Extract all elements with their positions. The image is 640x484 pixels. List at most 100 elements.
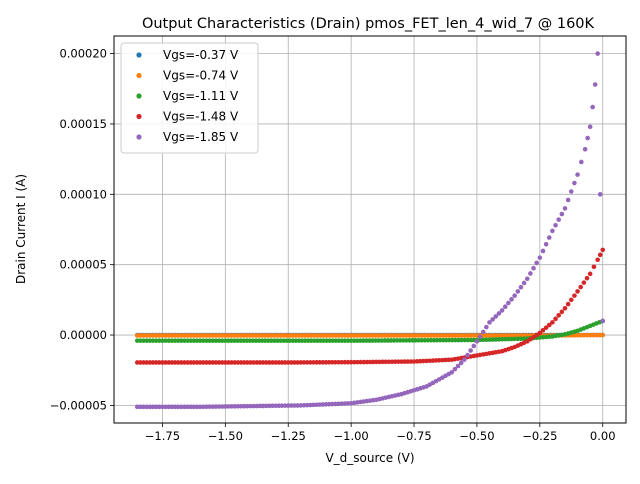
x-axis-label: V_d_source (V) [325, 451, 414, 465]
data-point [512, 293, 517, 298]
data-point [182, 360, 187, 365]
data-point [175, 404, 181, 410]
data-point [484, 324, 489, 330]
data-point [138, 360, 143, 365]
plot-frame [113, 35, 627, 424]
data-point [565, 197, 571, 203]
data-point [185, 360, 190, 365]
data-point [179, 338, 184, 343]
data-point [175, 360, 181, 365]
data-point [521, 333, 527, 338]
data-point [201, 333, 206, 338]
data-point [568, 189, 574, 194]
data-point [565, 301, 571, 307]
data-point [163, 333, 168, 338]
data-point [169, 338, 175, 343]
data-point [578, 284, 584, 290]
y-tick-label: 0.00020 [59, 47, 107, 61]
data-point [499, 333, 505, 338]
data-point [207, 333, 212, 338]
series-5 [134, 51, 606, 410]
data-point [524, 276, 530, 282]
data-point [226, 360, 231, 365]
data-point [150, 360, 156, 365]
data-point [455, 363, 461, 369]
data-point [235, 360, 241, 365]
x-tick-label: −0.75 [396, 429, 431, 443]
data-point [543, 325, 549, 330]
data-point [229, 360, 234, 365]
data-point [550, 228, 555, 234]
data-point [213, 360, 219, 365]
data-point [575, 289, 580, 294]
data-point [595, 257, 600, 263]
data-point [515, 333, 521, 338]
data-point [188, 338, 194, 343]
data-point [138, 333, 143, 338]
data-point [487, 320, 492, 325]
data-point [147, 333, 153, 338]
data-point [213, 333, 219, 338]
data-point [502, 304, 508, 310]
data-point [172, 404, 178, 410]
data-point [496, 311, 502, 316]
data-point [197, 333, 203, 338]
data-point [188, 333, 194, 338]
data-point [169, 360, 175, 365]
data-point [141, 333, 146, 338]
data-point [449, 370, 455, 375]
data-point [150, 338, 156, 343]
data-point [156, 360, 162, 365]
data-point [559, 211, 565, 217]
data-point [597, 192, 603, 197]
data-point [188, 360, 194, 365]
data-point [534, 260, 539, 266]
data-point [496, 333, 502, 338]
data-point [147, 360, 153, 365]
x-tick-label: −1.25 [271, 429, 306, 443]
chart-title: Output Characteristics (Drain) pmos_FET_… [142, 16, 595, 32]
data-point [204, 333, 209, 338]
x-tick-label: −1.50 [208, 429, 243, 443]
data-point [546, 322, 552, 328]
ticks-layer: −1.75 −1.50 −1.25 −1.00 −0.75 −0.50 −0.25 0.00 −… [50, 47, 616, 443]
data-point [273, 360, 278, 365]
data-point [506, 333, 511, 338]
data-point [160, 338, 165, 343]
data-point [175, 333, 181, 338]
data-point [556, 217, 561, 222]
data-point [509, 297, 514, 302]
data-point [528, 271, 533, 276]
data-point [254, 360, 260, 365]
data-point [540, 248, 546, 254]
data-point [597, 252, 603, 258]
data-point [600, 247, 606, 253]
legend-label: Vgs=-1.48 V [163, 110, 239, 124]
data-point [257, 360, 263, 365]
data-point [160, 360, 165, 365]
data-point [207, 338, 212, 343]
data-point [263, 360, 269, 365]
data-point [194, 360, 200, 365]
data-point [458, 360, 464, 366]
data-point [471, 343, 477, 349]
y-tick-label: 0.00000 [59, 328, 107, 342]
data-point [194, 333, 200, 338]
data-point [556, 313, 561, 318]
data-point [169, 404, 175, 410]
data-point [204, 360, 209, 365]
data-point [134, 404, 140, 410]
data-point [172, 360, 178, 365]
data-point [251, 360, 256, 365]
data-point [185, 404, 190, 410]
data-point [587, 124, 593, 130]
data-point [153, 404, 159, 410]
data-point [172, 338, 178, 343]
data-point [182, 404, 187, 410]
data-point [590, 104, 595, 110]
data-point [160, 404, 165, 410]
data-point [223, 360, 228, 365]
data-point [468, 348, 473, 353]
